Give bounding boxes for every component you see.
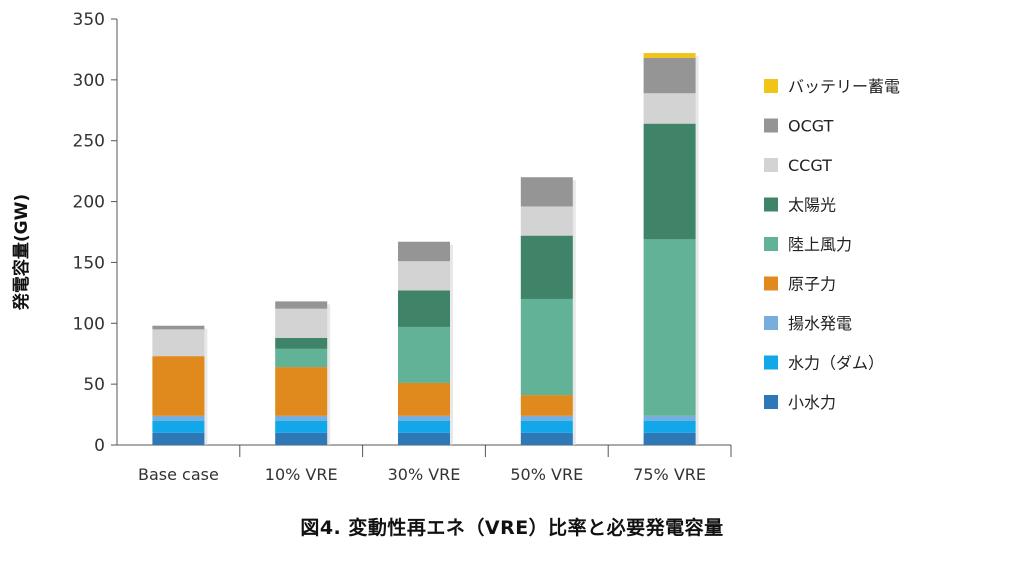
bar-segment <box>398 261 450 291</box>
x-tick-label: 30% VRE <box>388 465 461 484</box>
bar-segment <box>152 432 205 445</box>
bar-segment <box>398 420 450 433</box>
y-tick-label: 200 <box>73 193 105 213</box>
legend-swatch <box>764 237 778 251</box>
legend-swatch <box>764 118 778 133</box>
legend-swatch <box>764 316 778 330</box>
bar-segment <box>520 395 573 416</box>
y-axis-label: 発電容量(GW) <box>11 194 32 311</box>
bar-segment <box>275 337 328 349</box>
y-tick-label: 350 <box>73 10 105 30</box>
x-tick-label: 50% VRE <box>510 465 583 484</box>
bar-segment <box>275 415 328 421</box>
legend-label: 水力（ダム） <box>788 354 884 373</box>
legend-label: 陸上風力 <box>788 235 852 254</box>
bar-segment <box>520 420 573 433</box>
legend-label: CCGT <box>788 156 832 175</box>
y-tick-label: 50 <box>83 375 105 395</box>
y-tick-label: 100 <box>73 314 105 334</box>
bar-segment <box>152 325 205 330</box>
legend-label: バッテリー蓄電 <box>788 77 900 96</box>
bar-segment <box>643 415 696 421</box>
bar-segment <box>643 53 696 58</box>
y-tick-label: 250 <box>73 132 105 152</box>
legend-label: 揚水発電 <box>788 314 852 333</box>
figure-caption: 図4. 変動性再エネ（VRE）比率と必要発電容量 <box>300 517 724 539</box>
bar-segment <box>520 415 573 421</box>
bar-segment <box>643 239 696 416</box>
legend-swatch <box>764 197 778 212</box>
y-tick-label: 0 <box>94 436 105 456</box>
bar-segment <box>398 326 450 383</box>
bar-segment <box>643 93 696 124</box>
bar-segment <box>643 432 696 445</box>
bar-segment <box>152 420 205 433</box>
bar-segment <box>520 432 573 445</box>
y-tick-label: 150 <box>73 253 105 273</box>
bar-segment <box>520 235 573 299</box>
bar-segment <box>275 432 328 445</box>
bar-segment <box>398 290 450 327</box>
legend-label: 原子力 <box>788 275 836 294</box>
bar-segment <box>398 241 450 262</box>
bar-segment <box>520 298 573 396</box>
bar-segment <box>398 432 450 445</box>
bar-segment <box>275 301 328 309</box>
bar-segment <box>398 415 450 421</box>
bar-segment <box>152 415 205 421</box>
bar-segment <box>275 348 328 368</box>
stacked-bar-chart: 0 50 100 150 200 250 300 350 発電容量(GW) Base case 10… <box>11 10 900 484</box>
legend-label: 小水力 <box>788 393 836 412</box>
bar-segment <box>275 420 328 433</box>
bar-segment <box>152 356 205 416</box>
bar-segment <box>643 123 696 240</box>
y-tick-label: 300 <box>73 71 105 91</box>
x-tick-label: 75% VRE <box>633 465 706 484</box>
legend-swatch <box>764 79 778 93</box>
x-tick-label: Base case <box>138 465 219 484</box>
x-tick-label: 10% VRE <box>265 465 338 484</box>
bar-segment <box>275 308 328 338</box>
legend-swatch <box>764 158 778 172</box>
bar-segment <box>643 420 696 433</box>
legend-swatch <box>764 395 778 409</box>
bar-segment <box>520 206 573 236</box>
legend-label: OCGT <box>788 117 834 136</box>
bar-segment <box>152 329 205 357</box>
legend-swatch <box>764 355 778 370</box>
bar-segment <box>643 57 696 94</box>
bar-segment <box>275 367 328 416</box>
bar-segment <box>520 177 573 207</box>
bar-segment <box>398 382 450 416</box>
legend-swatch <box>764 276 778 291</box>
legend-label: 太陽光 <box>788 196 836 215</box>
